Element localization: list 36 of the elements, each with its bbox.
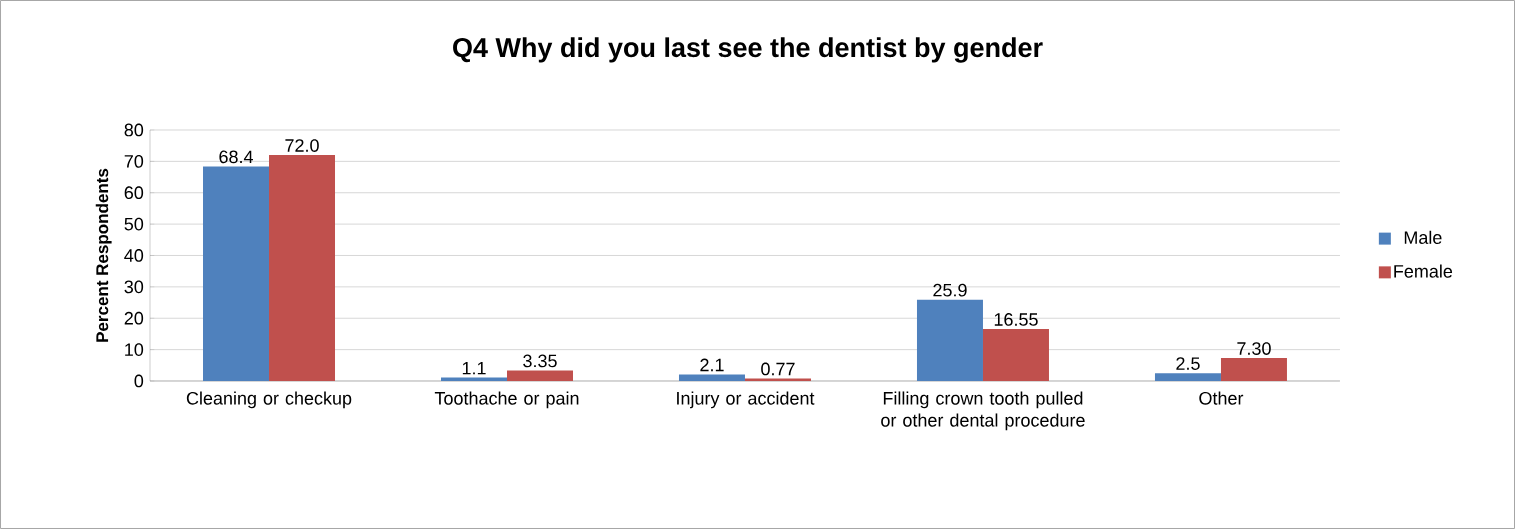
- data-label: 0.77: [761, 362, 795, 376]
- legend-label: Male: [1404, 230, 1442, 244]
- chart-title: Q4 Why did you last see the dentist by gender: [453, 37, 1043, 63]
- data-label: 2.1: [700, 358, 724, 372]
- data-label: 2.5: [1176, 357, 1200, 370]
- bar: [269, 155, 336, 381]
- x-tick-label: Toothache or pain: [434, 391, 579, 409]
- y-tick-label: 30: [124, 280, 144, 294]
- x-tick-label: Filling crown tooth pulled or other dental procedure: [881, 391, 1085, 431]
- y-tick-label: 80: [124, 123, 144, 137]
- y-tick-label: 70: [124, 154, 144, 168]
- legend-label: Female: [1394, 264, 1453, 278]
- data-label: 16.55: [994, 313, 1038, 326]
- y-tick-label: 60: [124, 186, 144, 200]
- bar: [1220, 358, 1287, 381]
- bar: [1154, 373, 1221, 381]
- y-tick-label: 0: [134, 374, 144, 388]
- data-label: 3.35: [523, 354, 557, 368]
- y-axis-title: Percent Respondents: [95, 168, 112, 342]
- bar: [982, 329, 1049, 381]
- x-tick-label: Cleaning or checkup: [186, 391, 352, 409]
- bar: [678, 374, 745, 381]
- bar: [507, 370, 573, 381]
- data-label: 72.0: [285, 139, 319, 152]
- bar: [203, 166, 270, 381]
- y-tick-label: 50: [124, 217, 144, 231]
- data-label: 7.30: [1237, 342, 1271, 355]
- y-tick-label: 20: [124, 311, 144, 325]
- data-label: 68.4: [219, 150, 253, 164]
- x-tick-label: Other: [1199, 391, 1244, 405]
- y-tick-label: 10: [125, 343, 144, 356]
- y-tick-label: 40: [124, 249, 144, 262]
- bar: [916, 299, 983, 381]
- data-label: 1.1: [462, 361, 486, 375]
- x-tick-label: Injury or accident: [677, 391, 815, 409]
- data-label: 25.9: [933, 283, 967, 297]
